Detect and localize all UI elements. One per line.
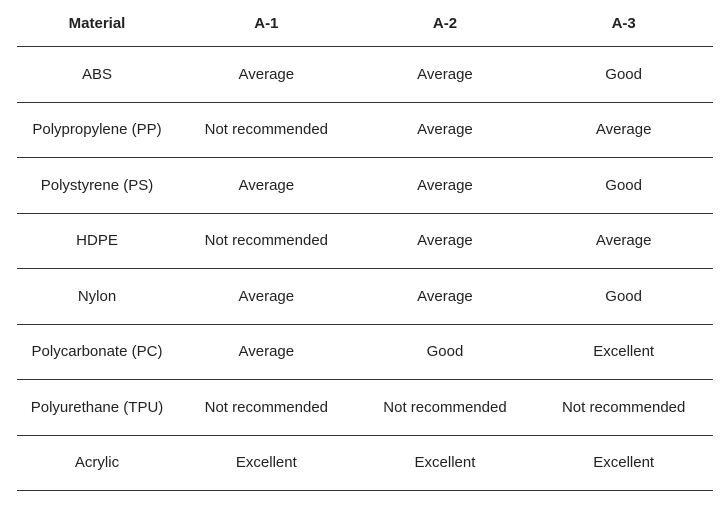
table-cell: Average [355, 46, 535, 103]
table-cell: Excellent [177, 435, 356, 491]
table-row: HDPE Not recommended Average Average [17, 213, 713, 269]
table-cell: Average [177, 157, 356, 214]
table-cell: Average [355, 157, 535, 214]
table-cell: Polystyrene (PS) [17, 157, 177, 214]
header-cell: Material [17, 0, 177, 47]
header-cell: A-3 [534, 0, 713, 47]
header-cell: A-2 [355, 0, 535, 47]
table-row: Acrylic Excellent Excellent Excellent [17, 435, 713, 491]
header-cell: A-1 [177, 0, 356, 47]
table-cell: Average [534, 102, 713, 158]
table-cell: Excellent [534, 435, 713, 491]
table-row: ABS Average Average Good [17, 46, 713, 103]
table-row: Polyurethane (TPU) Not recommended Not rec… [17, 379, 713, 436]
table-row: Polypropylene (PP) Not recommended Average… [17, 102, 713, 158]
table-cell: Not recommended [177, 379, 356, 436]
table-cell: Good [355, 324, 535, 380]
table-cell: HDPE [17, 213, 177, 269]
table-row: Nylon Average Average Good [17, 268, 713, 325]
table-cell: Good [534, 157, 713, 214]
table-cell: Not recommended [177, 102, 356, 158]
table-cell: Polyurethane (TPU) [17, 379, 177, 436]
header-row: Material A-1 A-2 A-3 [17, 0, 713, 47]
table-cell: Good [534, 268, 713, 325]
table-cell: Nylon [17, 268, 177, 325]
table-cell: ABS [17, 46, 177, 103]
table-row: Polycarbonate (PC) Average Good Excellent [17, 324, 713, 380]
table-cell: Average [177, 46, 356, 103]
table-body: ABS Average Average Good Polypropylene (PP) N… [17, 46, 713, 491]
compat-table: Material A-1 A-2 A-3 ABS Average Average Good P… [17, 0, 713, 491]
table-cell: Average [355, 268, 535, 325]
table-cell: Not recommended [355, 379, 535, 436]
table-cell: Excellent [355, 435, 535, 491]
table-cell: Not recommended [534, 379, 713, 436]
table-cell: Average [355, 102, 535, 158]
table-cell: Polypropylene (PP) [17, 102, 177, 158]
table-row: Polystyrene (PS) Average Average Good [17, 157, 713, 214]
table-cell: Average [534, 213, 713, 269]
table-cell: Polycarbonate (PC) [17, 324, 177, 380]
table-cell: Average [177, 324, 356, 380]
table-cell: Average [177, 268, 356, 325]
table-cell: Good [534, 46, 713, 103]
table-cell: Acrylic [17, 435, 177, 491]
table-cell: Excellent [534, 324, 713, 380]
table-cell: Not recommended [177, 213, 356, 269]
table-cell: Average [355, 213, 535, 269]
